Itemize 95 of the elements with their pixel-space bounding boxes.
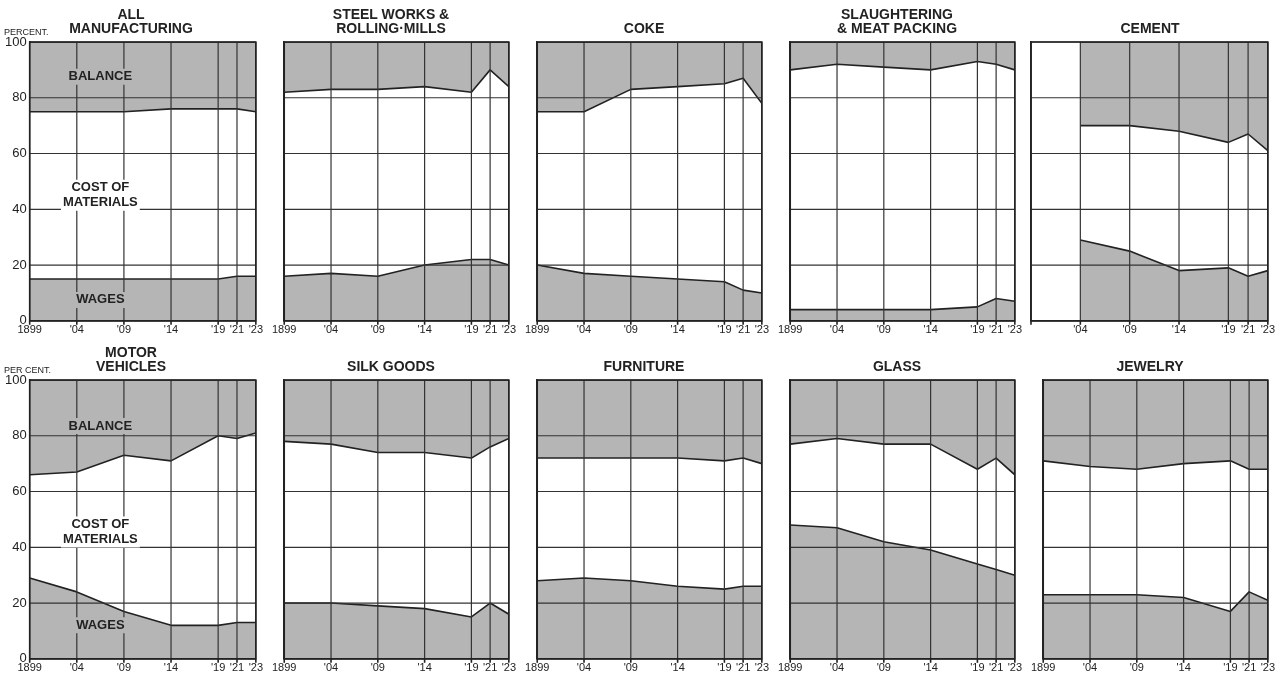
chart-title: MOTOR VEHICLES (95, 343, 167, 374)
x-tick-label: 1899 (17, 661, 42, 674)
x-tick-label: 1899 (1030, 661, 1056, 674)
x-tick-label: '09 (876, 661, 891, 674)
chart-title: CEMENT (1120, 19, 1180, 36)
x-tick-label: '21 (735, 323, 751, 336)
x-tick-label: '23 (754, 661, 769, 674)
x-tick-label: '21 (1241, 661, 1257, 674)
series-label: BALANCE (68, 68, 133, 84)
x-tick-label: '23 (1007, 661, 1022, 674)
x-tick-label: '23 (1007, 323, 1022, 336)
x-tick-label: '04 (1082, 661, 1098, 674)
x-tick-label: '23 (248, 323, 263, 336)
x-tick-label: '19 (1221, 323, 1236, 336)
y-tick-label: 80 (12, 89, 27, 105)
x-tick-label: '09 (116, 661, 132, 674)
x-tick-label: '14 (163, 323, 179, 336)
chart-title: COKE (623, 19, 665, 36)
chart-title: ALL MANUFACTURING (69, 5, 193, 36)
y-tick-label: 40 (12, 200, 27, 216)
x-tick-label: '19 (1223, 661, 1238, 674)
chart-title: FURNITURE (603, 357, 685, 374)
x-tick-label: '19 (970, 323, 985, 336)
x-tick-label: '09 (370, 661, 385, 674)
series-label: COST OF MATERIALS (62, 516, 139, 547)
y-tick-label: 60 (12, 483, 27, 499)
x-tick-label: '19 (464, 323, 479, 336)
x-tick-label: '23 (501, 323, 516, 336)
y-tick-label: 80 (12, 427, 27, 443)
x-tick-label: 1899 (524, 323, 550, 336)
x-tick-label: '19 (970, 661, 985, 674)
x-tick-label: 1899 (271, 661, 297, 674)
x-tick-label: 1899 (777, 661, 803, 674)
x-tick-label: '21 (482, 661, 498, 674)
x-tick-label: '19 (210, 661, 226, 674)
x-tick-label: '09 (1122, 323, 1137, 336)
x-tick-label: 1899 (524, 661, 550, 674)
x-tick-label: '09 (1129, 661, 1144, 674)
x-tick-label: '23 (1260, 661, 1275, 674)
x-tick-label: '14 (670, 323, 685, 336)
x-tick-label: '21 (735, 661, 751, 674)
series-label: WAGES (76, 616, 125, 632)
x-tick-label: 1899 (271, 323, 297, 336)
x-tick-label: '19 (717, 323, 732, 336)
x-tick-label: '14 (670, 661, 685, 674)
x-tick-label: '23 (1260, 323, 1275, 336)
x-tick-label: '14 (163, 661, 179, 674)
chart-title: GLASS (872, 357, 922, 374)
x-tick-label: '04 (829, 661, 845, 674)
x-tick-label: '21 (1240, 323, 1256, 336)
x-tick-label: '04 (576, 323, 592, 336)
x-tick-label: '04 (1073, 323, 1088, 336)
x-tick-label: '21 (229, 323, 245, 336)
x-tick-label: 1899 (777, 323, 803, 336)
x-tick-label: '23 (754, 323, 769, 336)
chart-title: SLAUGHTERING & MEAT PACKING (836, 5, 958, 36)
x-tick-label: '04 (829, 323, 845, 336)
x-tick-label: '14 (923, 661, 938, 674)
y-axis-title: PER CENT. (4, 364, 52, 375)
x-tick-label: '04 (576, 661, 592, 674)
x-tick-label: '23 (501, 661, 516, 674)
x-tick-label: '14 (1171, 323, 1187, 336)
x-tick-label: '09 (876, 323, 891, 336)
x-tick-label: '04 (69, 323, 84, 336)
series-label: WAGES (76, 291, 125, 307)
x-tick-label: '21 (229, 661, 245, 674)
y-tick-label: 20 (12, 256, 27, 272)
x-tick-label: '21 (482, 323, 498, 336)
chart-title: JEWELRY (1116, 357, 1185, 374)
x-tick-label: '04 (69, 661, 84, 674)
x-tick-label: '09 (623, 661, 638, 674)
x-tick-label: '14 (417, 323, 432, 336)
x-tick-label: '14 (417, 661, 432, 674)
x-tick-label: '14 (1176, 661, 1191, 674)
y-tick-label: 40 (12, 538, 27, 554)
x-tick-label: 1899 (17, 323, 42, 336)
chart-title: SILK GOODS (347, 357, 435, 374)
x-tick-label: '23 (248, 661, 263, 674)
series-label: BALANCE (68, 417, 133, 433)
x-tick-label: '09 (370, 323, 385, 336)
x-tick-label: '09 (623, 323, 638, 336)
x-tick-label: '19 (717, 661, 732, 674)
x-tick-label: '21 (988, 661, 1004, 674)
x-tick-label: '09 (116, 323, 132, 336)
x-tick-label: '04 (323, 661, 339, 674)
y-axis-title: PERCENT. (4, 26, 49, 37)
series-label: COST OF MATERIALS (62, 179, 139, 210)
x-tick-label: '19 (210, 323, 226, 336)
x-tick-label: '19 (464, 661, 479, 674)
x-tick-label: '14 (923, 323, 938, 336)
y-tick-label: 60 (12, 145, 27, 161)
x-tick-label: '21 (988, 323, 1004, 336)
x-tick-label: '04 (323, 323, 339, 336)
chart-title: STEEL WORKS & ROLLING·MILLS (332, 5, 450, 36)
y-tick-label: 20 (12, 594, 27, 610)
